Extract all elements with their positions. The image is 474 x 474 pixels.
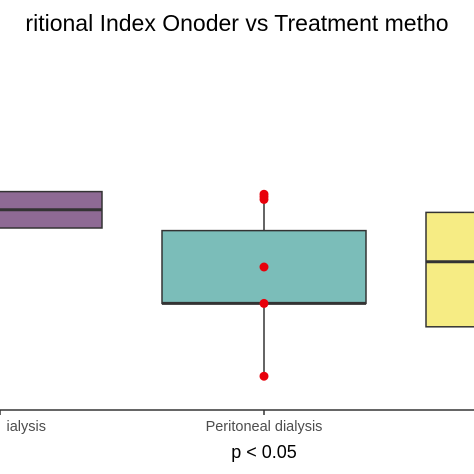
x-ticks-layer: ialysis Peritoneal dialysis [0,410,323,435]
data-point [259,298,269,308]
chart-title: ritional Index Onoder vs Treatment metho [25,10,448,36]
x-tick-label: ialysis [7,419,46,435]
data-point [259,371,269,381]
x-tick-label: Peritoneal dialysis [206,419,323,435]
data-point [259,262,269,272]
boxes-layer [0,189,474,381]
box-group-0 [0,190,103,229]
box-group-2 [425,211,474,328]
data-point [259,189,269,199]
p-value-annotation: p < 0.05 [231,442,297,462]
box-iqr [425,211,474,328]
box-group-1 [161,189,367,381]
